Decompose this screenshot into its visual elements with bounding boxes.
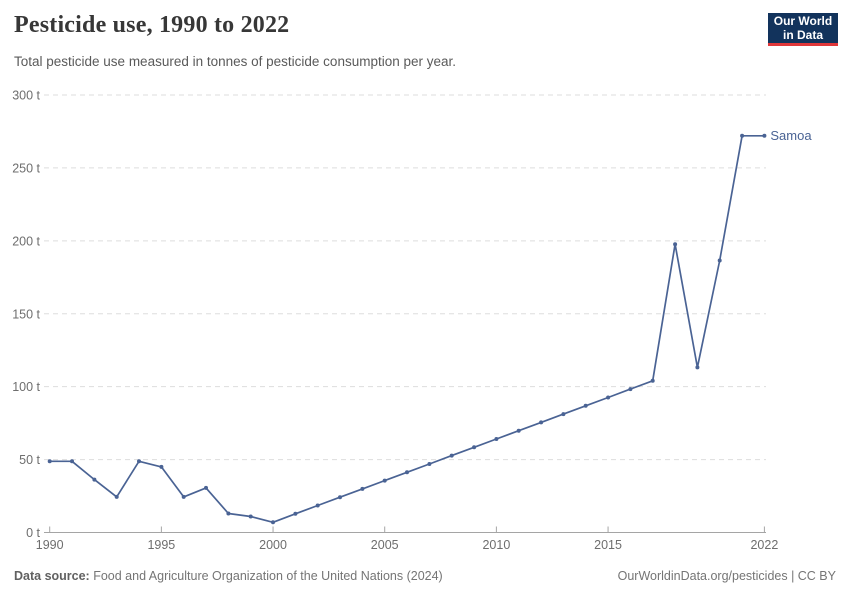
samoa-point-1994 bbox=[137, 459, 141, 464]
owid-logo-line1: Our World bbox=[773, 14, 833, 28]
samoa-point-1998 bbox=[226, 511, 231, 516]
samoa-point-2011 bbox=[516, 428, 521, 433]
samoa-point-1992 bbox=[92, 477, 97, 482]
samoa-point-2003 bbox=[338, 495, 342, 500]
samoa-point-1990 bbox=[47, 459, 52, 464]
x-axis-label-2022: 2022 bbox=[750, 538, 778, 552]
data-source-text: Food and Agriculture Organization of the… bbox=[89, 569, 443, 583]
y-axis-label-300t: 300 t bbox=[12, 89, 40, 103]
owid-logo[interactable]: Our World in Data bbox=[768, 13, 838, 46]
samoa-point-2022 bbox=[762, 133, 767, 138]
samoa-point-2009 bbox=[472, 445, 477, 450]
x-axis-label-2010: 2010 bbox=[482, 538, 510, 552]
samoa-point-2018 bbox=[673, 242, 678, 247]
x-axis-label-1995: 1995 bbox=[147, 538, 175, 552]
data-source-note: Data source: Food and Agriculture Organi… bbox=[14, 569, 443, 583]
chart-title: Pesticide use, 1990 to 2022 bbox=[14, 12, 290, 38]
samoa-series-line[interactable] bbox=[48, 134, 766, 524]
samoa-point-2014 bbox=[583, 403, 588, 408]
y-axis-label-200t: 200 t bbox=[12, 234, 40, 248]
samoa-point-2020 bbox=[717, 258, 722, 263]
samoa-point-2000 bbox=[271, 520, 275, 525]
samoa-point-2017 bbox=[650, 378, 655, 383]
y-axis-label-0t: 0 t bbox=[26, 526, 40, 540]
samoa-point-2013 bbox=[561, 412, 566, 417]
y-axis-label-150t: 150 t bbox=[12, 307, 40, 321]
samoa-point-2006 bbox=[405, 470, 409, 475]
y-axis-label-250t: 250 t bbox=[12, 161, 40, 175]
samoa-point-1991 bbox=[70, 459, 74, 464]
samoa-point-2019 bbox=[695, 365, 700, 370]
samoa-point-2002 bbox=[315, 503, 320, 508]
x-axis-label-2015: 2015 bbox=[594, 538, 622, 552]
samoa-point-2010 bbox=[494, 437, 499, 441]
samoa-point-1999 bbox=[248, 514, 253, 519]
samoa-point-2001 bbox=[293, 511, 298, 516]
data-source-label: Data source: bbox=[14, 569, 90, 583]
chart-subtitle: Total pesticide use measured in tonnes o… bbox=[14, 54, 457, 69]
owid-logo-line2: in Data bbox=[782, 28, 823, 42]
samoa-point-2012 bbox=[539, 420, 544, 425]
samoa-point-2021 bbox=[740, 133, 745, 138]
x-axis-label-1990: 1990 bbox=[36, 538, 64, 552]
samoa-point-1996 bbox=[181, 494, 186, 499]
y-axis-label-100t: 100 t bbox=[12, 380, 40, 394]
samoa-point-2004 bbox=[360, 486, 365, 491]
samoa-point-2015 bbox=[606, 395, 611, 400]
samoa-point-2008 bbox=[449, 453, 454, 458]
owid-credit-link[interactable]: OurWorldinData.org/pesticides | CC BY bbox=[617, 569, 836, 583]
samoa-point-2007 bbox=[427, 462, 432, 466]
samoa-series-label: Samoa bbox=[770, 128, 812, 143]
samoa-point-2016 bbox=[628, 387, 633, 392]
x-axis-label-2000: 2000 bbox=[259, 538, 287, 552]
samoa-point-1997 bbox=[204, 485, 208, 490]
samoa-point-1993 bbox=[114, 494, 119, 499]
y-axis-label-50t: 50 t bbox=[19, 453, 40, 467]
samoa-point-1995 bbox=[159, 464, 164, 469]
samoa-point-2005 bbox=[382, 478, 387, 483]
x-axis-label-2005: 2005 bbox=[371, 538, 399, 552]
chart-footer: Data source: Food and Agriculture Organi… bbox=[14, 569, 836, 583]
